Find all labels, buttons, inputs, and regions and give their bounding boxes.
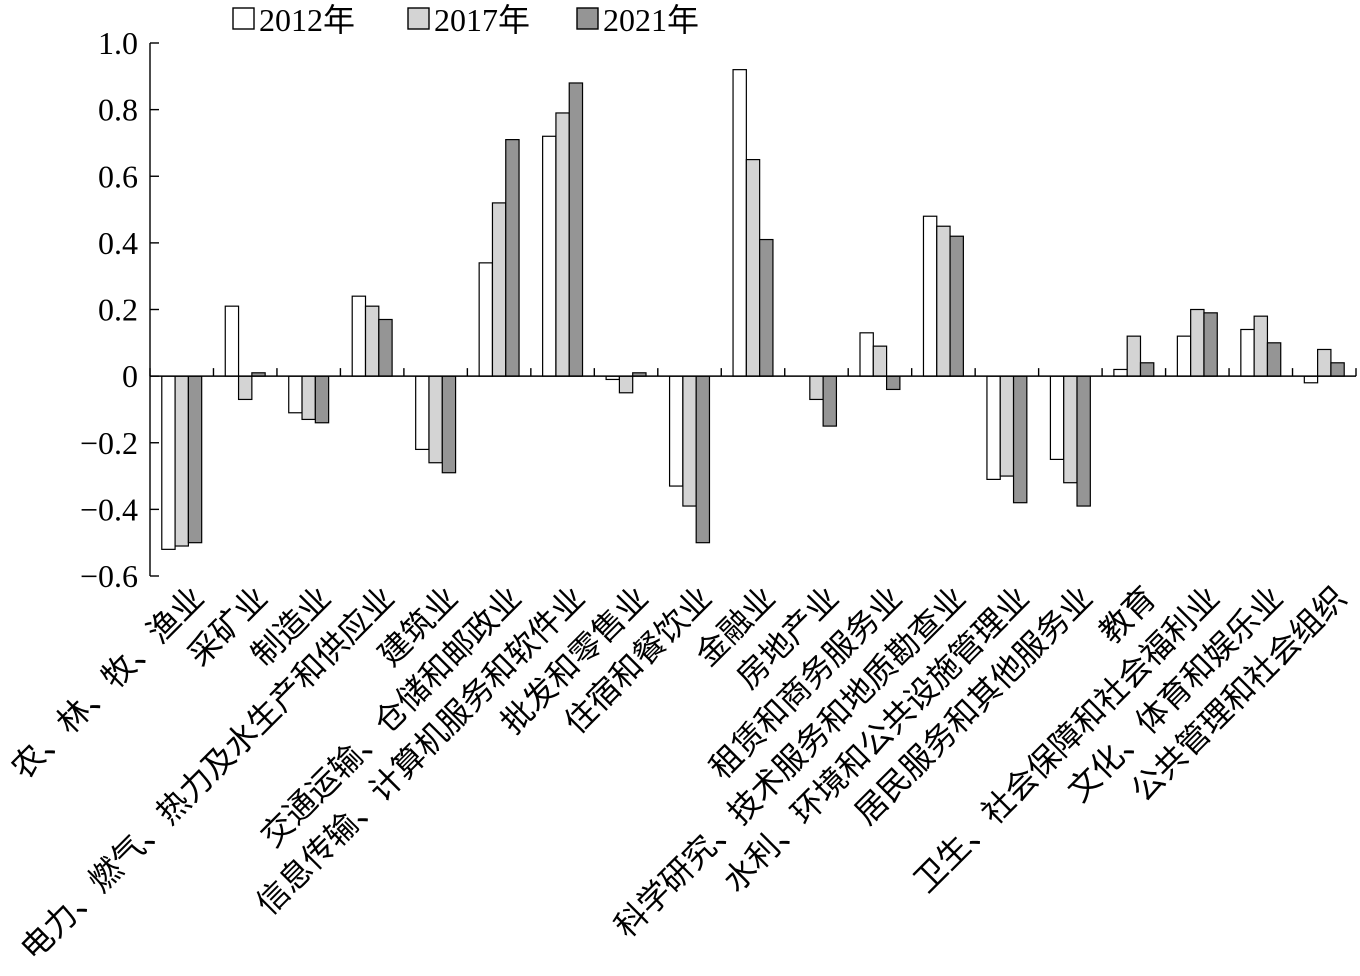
bar-series-2-category-10 bbox=[822, 375, 838, 427]
legend-label: 2012年 bbox=[259, 2, 355, 38]
bar-series-0-category-5 bbox=[478, 262, 494, 377]
bar-series-0-category-0 bbox=[161, 375, 176, 550]
bar-series-1-category-11 bbox=[872, 345, 888, 377]
bar-series-1-category-6 bbox=[555, 112, 570, 377]
bar-series-0-category-1 bbox=[224, 305, 240, 377]
y-tick-label: 0.6 bbox=[98, 158, 138, 194]
y-tick-label: −0.4 bbox=[80, 491, 138, 527]
y-tick-label: −0.6 bbox=[80, 558, 138, 594]
bar-series-1-category-4 bbox=[428, 375, 443, 464]
y-tick-labels: 1.0 0.8 0.6 0.4 0.2 0 −0.2 −0.4 −0.6 bbox=[80, 25, 138, 594]
bar-series-2-category-11 bbox=[885, 375, 901, 391]
y-tick-label: 0.4 bbox=[98, 225, 138, 261]
y-tick-label: 0.8 bbox=[98, 92, 138, 128]
bar-series-1-category-15 bbox=[1126, 335, 1142, 377]
x-tick-label: 农、林、牧、渔业 bbox=[4, 579, 210, 785]
bar-series-2-category-13 bbox=[1012, 375, 1028, 504]
legend-swatch bbox=[407, 7, 430, 30]
x-tick-labels: 农、林、牧、渔业采矿业制造业电力、燃气、热力及水生产和供应业建筑业交通运输、仓储… bbox=[4, 579, 1353, 967]
bar-series-0-category-6 bbox=[542, 135, 557, 377]
bar-series-0-category-13 bbox=[986, 375, 1001, 480]
bar-series-2-category-18 bbox=[1330, 362, 1345, 377]
bar-series-1-category-17 bbox=[1253, 315, 1269, 377]
bar-series-1-category-8 bbox=[682, 375, 697, 507]
bar-series-0-category-11 bbox=[859, 332, 874, 377]
y-tick-label: 1.0 bbox=[98, 25, 138, 61]
bar-series-1-category-14 bbox=[1063, 375, 1078, 484]
y-tick-label: −0.2 bbox=[80, 425, 138, 461]
bar-series-0-category-15 bbox=[1113, 368, 1128, 377]
bar-series-2-category-6 bbox=[568, 82, 584, 377]
bar-series-2-category-3 bbox=[378, 318, 393, 377]
bar-series-1-category-0 bbox=[174, 375, 189, 547]
bar-series-0-category-12 bbox=[922, 215, 938, 377]
bar-series-1-category-18 bbox=[1317, 348, 1332, 377]
legend-item-series-2: 2021年 bbox=[576, 2, 699, 38]
legend: 2012年 2017年 2021年 bbox=[232, 2, 699, 38]
bar-series-2-category-15 bbox=[1139, 362, 1155, 377]
bar-series-0-category-4 bbox=[415, 375, 430, 451]
bar-series-0-category-14 bbox=[1049, 375, 1065, 461]
bar-series-0-category-8 bbox=[668, 375, 684, 487]
bar-series-0-category-2 bbox=[288, 375, 303, 414]
legend-item-series-1: 2017年 bbox=[407, 2, 530, 38]
y-tick-label: 0 bbox=[122, 358, 138, 394]
bar-series-2-category-17 bbox=[1266, 342, 1282, 377]
legend-swatch bbox=[232, 7, 255, 30]
legend-swatch bbox=[576, 7, 599, 30]
bar-series-0-category-9 bbox=[732, 69, 747, 377]
bar-series-1-category-9 bbox=[745, 158, 761, 377]
bar-series-2-category-4 bbox=[441, 375, 457, 474]
y-tick-label: 0.2 bbox=[98, 292, 138, 328]
bar-series-2-category-16 bbox=[1203, 312, 1218, 377]
bar-series-1-category-1 bbox=[237, 375, 253, 401]
axes bbox=[149, 42, 1357, 577]
bar-series-1-category-7 bbox=[618, 375, 634, 394]
bar-series-2-category-12 bbox=[949, 235, 964, 377]
bars bbox=[161, 69, 1345, 550]
bar-series-0-category-16 bbox=[1176, 335, 1192, 377]
bar-series-1-category-5 bbox=[491, 202, 507, 377]
bar-series-1-category-10 bbox=[809, 375, 824, 401]
legend-item-series-0: 2012年 bbox=[232, 2, 355, 38]
bar-series-0-category-18 bbox=[1303, 375, 1319, 384]
bar-series-0-category-17 bbox=[1240, 328, 1255, 377]
bar-series-2-category-9 bbox=[759, 238, 774, 377]
bar-series-2-category-5 bbox=[505, 139, 520, 377]
bar-series-0-category-3 bbox=[351, 295, 367, 377]
bar-series-1-category-16 bbox=[1190, 308, 1205, 377]
legend-label: 2021年 bbox=[603, 2, 699, 38]
bar-series-1-category-2 bbox=[301, 375, 316, 421]
legend-label: 2017年 bbox=[434, 2, 530, 38]
bar-series-1-category-12 bbox=[936, 225, 951, 377]
bar-series-2-category-0 bbox=[187, 375, 203, 544]
bar-series-2-category-2 bbox=[314, 375, 330, 424]
bar-series-2-category-14 bbox=[1076, 375, 1091, 507]
bar-series-1-category-13 bbox=[999, 375, 1015, 477]
bar-series-2-category-8 bbox=[695, 375, 711, 544]
bar-series-1-category-3 bbox=[364, 305, 380, 377]
